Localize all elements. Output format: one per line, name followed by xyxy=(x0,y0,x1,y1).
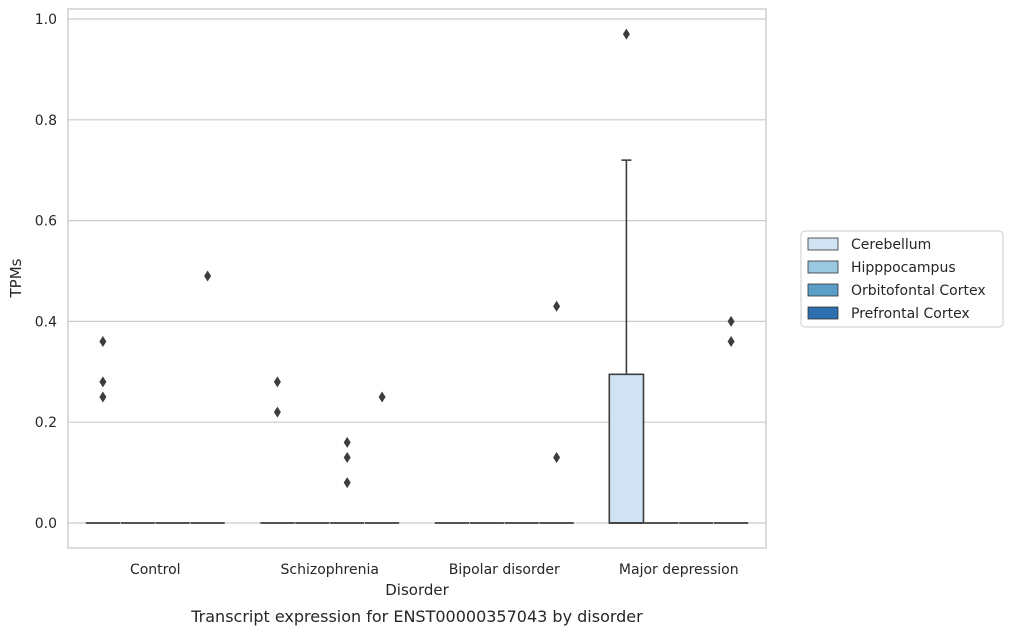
outlier-point xyxy=(99,336,107,348)
y-axis-label: TPMs xyxy=(7,258,25,298)
legend-swatch xyxy=(807,237,839,251)
y-tick-labels: 0.0 0.2 0.4 0.6 0.8 1.0 xyxy=(35,12,57,532)
gridlines xyxy=(68,18,766,524)
legend-swatch xyxy=(807,306,839,320)
outlier-point xyxy=(343,477,351,489)
box-marks xyxy=(85,28,749,524)
y-tick-label: 0.8 xyxy=(35,113,57,129)
chart-caption: Transcript expression for ENST0000035704… xyxy=(190,607,643,626)
y-tick-label: 0.2 xyxy=(35,415,57,431)
legend-label: Cerebellum xyxy=(851,237,931,253)
legend-swatch xyxy=(807,260,839,274)
legend: Cerebellum Hipppocampus Orbitofontal Corte… xyxy=(800,230,1004,328)
legend-swatch xyxy=(807,283,839,297)
y-tick-label: 0.4 xyxy=(35,314,57,330)
y-tick-label: 0.6 xyxy=(35,214,57,230)
box-rect xyxy=(608,373,645,524)
x-tick-label: Schizophrenia xyxy=(281,562,379,578)
plot-frame xyxy=(67,8,767,549)
outlier-point xyxy=(553,451,561,463)
legend-label: Orbitofontal Cortex xyxy=(851,283,986,299)
x-tick-labels: Control Schizophrenia Bipolar disorder Majo… xyxy=(130,562,739,578)
legend-label: Hipppocampus xyxy=(851,260,956,276)
outlier-point xyxy=(727,336,735,348)
x-axis-label: Disorder xyxy=(385,581,449,599)
y-tick-label: 1.0 xyxy=(35,12,57,28)
outlier-point xyxy=(622,28,630,40)
x-tick-label: Major depression xyxy=(619,562,739,578)
outlier-point xyxy=(99,391,107,403)
y-tick-label: 0.0 xyxy=(35,516,57,532)
outlier-point xyxy=(273,406,281,418)
outlier-point xyxy=(204,270,212,282)
outlier-point xyxy=(553,300,561,312)
outlier-point xyxy=(378,391,386,403)
outlier-point xyxy=(273,376,281,388)
x-tick-label: Control xyxy=(130,562,181,578)
x-tick-label: Bipolar disorder xyxy=(449,562,560,578)
legend-items: Cerebellum Hipppocampus Orbitofontal Corte… xyxy=(807,237,986,322)
outlier-point xyxy=(727,315,735,327)
legend-frame xyxy=(800,230,1004,328)
outlier-point xyxy=(343,451,351,463)
outlier-point xyxy=(343,436,351,448)
outlier-point xyxy=(99,376,107,388)
legend-label: Prefrontal Cortex xyxy=(851,306,970,322)
